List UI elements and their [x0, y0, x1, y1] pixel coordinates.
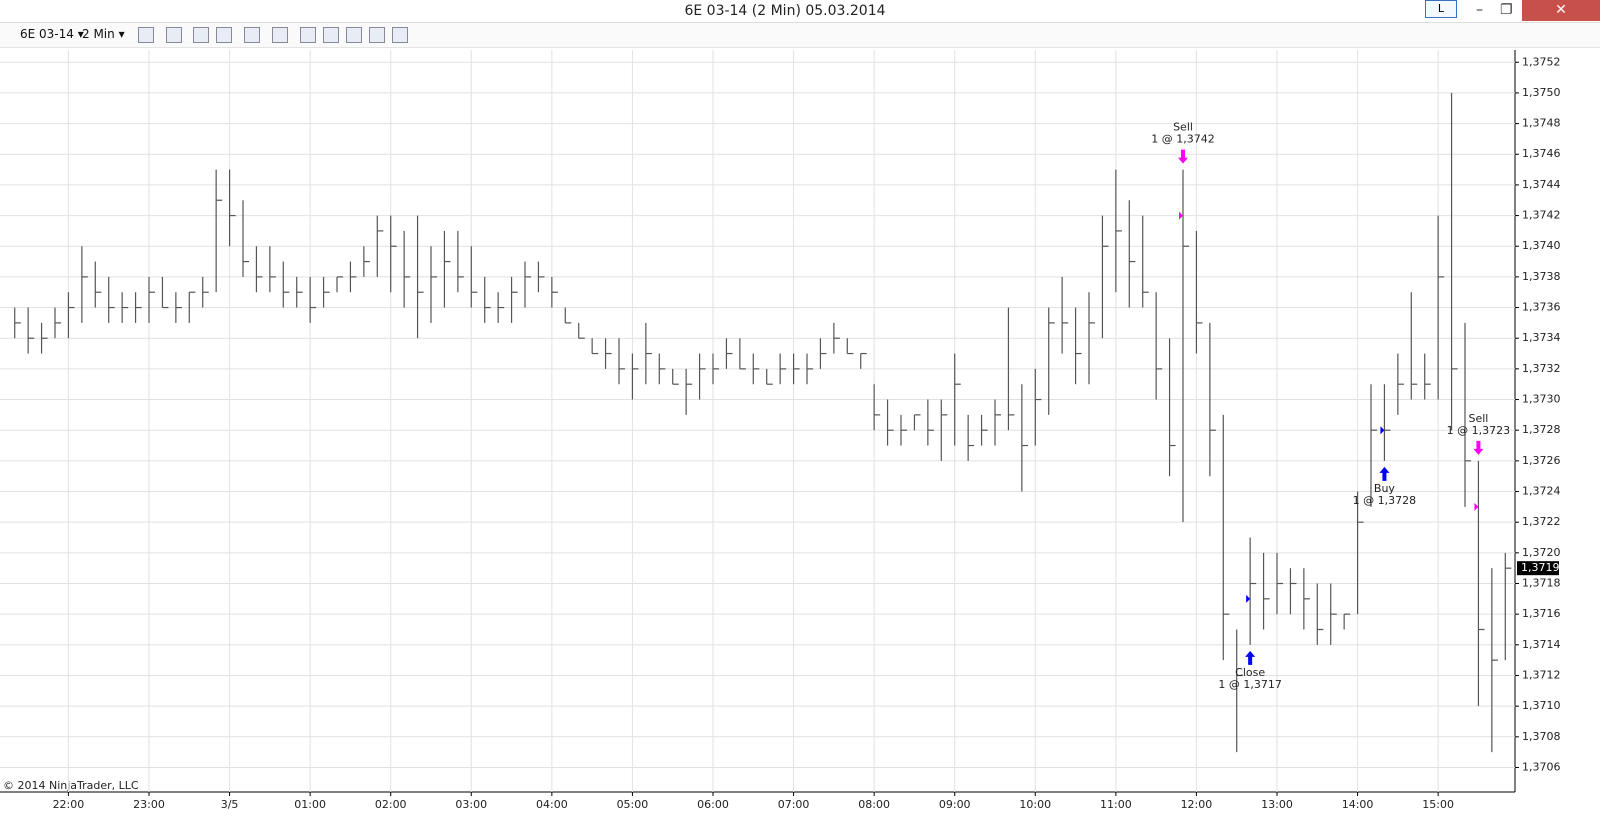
- y-tick-label: 1,3722: [1522, 515, 1561, 528]
- y-tick-label: 1,3726: [1522, 454, 1561, 467]
- y-tick-label: 1,3744: [1522, 178, 1561, 191]
- interval: 2 Min: [82, 27, 115, 41]
- fill-marker: [1246, 594, 1251, 603]
- trade-arrow: [1178, 149, 1188, 164]
- data-box-button[interactable]: [272, 27, 288, 43]
- x-tick-label: 01:00: [294, 798, 326, 811]
- x-tick-label: 14:00: [1342, 798, 1374, 811]
- trade-label: Sell: [1468, 412, 1488, 425]
- y-tick-label: 1,3738: [1522, 270, 1561, 283]
- trade-arrow: [1379, 466, 1390, 481]
- x-tick-label: 12:00: [1181, 798, 1213, 811]
- y-tick-label: 1,3714: [1522, 638, 1561, 651]
- instrument: 6E 03-14: [20, 27, 74, 41]
- y-tick-label: 1,3724: [1522, 485, 1561, 498]
- y-tick-label: 1,3718: [1522, 577, 1561, 590]
- templates-button[interactable]: [369, 27, 385, 43]
- chart-style-button[interactable]: [138, 27, 154, 43]
- y-tick-label: 1,3752: [1522, 55, 1561, 68]
- restore-button[interactable]: ❐: [1500, 2, 1513, 18]
- x-tick-label: 13:00: [1261, 798, 1293, 811]
- y-tick-label: 1,3710: [1522, 699, 1561, 712]
- x-tick-label: 23:00: [133, 798, 165, 811]
- mode-button[interactable]: L: [1425, 0, 1457, 18]
- y-tick-label: 1,3740: [1522, 239, 1561, 252]
- crosshair-button[interactable]: [244, 27, 260, 43]
- title-bar: 6E 03-14 (2 Min) 05.03.2014 L – ❐ ✕: [0, 0, 1600, 23]
- x-tick-label: 08:00: [858, 798, 890, 811]
- y-tick-label: 1,3712: [1522, 668, 1561, 681]
- panels-button[interactable]: [392, 27, 408, 43]
- x-tick-label: 09:00: [939, 798, 971, 811]
- trade-text: 1 @ 1,3717: [1218, 678, 1281, 691]
- fill-marker: [1474, 502, 1479, 511]
- copyright: © 2014 NinjaTrader, LLC: [3, 779, 139, 792]
- y-tick-label: 1,3742: [1522, 209, 1561, 222]
- x-tick-label: 07:00: [778, 798, 810, 811]
- fill-marker: [1380, 426, 1385, 435]
- trade-text: 1 @ 1,3723: [1447, 424, 1510, 437]
- last-price-tag: [1517, 561, 1559, 576]
- trade-text: 1 @ 1,3728: [1353, 494, 1416, 507]
- x-tick-label: 15:00: [1422, 798, 1454, 811]
- x-tick-label: 04:00: [536, 798, 568, 811]
- y-tick-label: 1,3716: [1522, 607, 1561, 620]
- y-tick-label: 1,3736: [1522, 301, 1561, 314]
- instrument-select[interactable]: 6E 03-14 ▾: [20, 27, 84, 41]
- y-tick-label: 1,3750: [1522, 86, 1561, 99]
- y-tick-label: 1,3746: [1522, 147, 1561, 160]
- properties-button[interactable]: [346, 27, 362, 43]
- trade-text: 1 @ 1,3742: [1151, 133, 1214, 146]
- draw-tool-button[interactable]: [166, 27, 182, 43]
- x-tick-label: 05:00: [617, 798, 649, 811]
- fill-marker: [1179, 211, 1183, 220]
- strategies-button[interactable]: [300, 27, 316, 43]
- x-tick-label: 22:00: [53, 798, 85, 811]
- y-tick-label: 1,3708: [1522, 730, 1561, 743]
- x-tick-label: 02:00: [375, 798, 407, 811]
- trade-label: Close: [1235, 666, 1265, 679]
- toolbar: 6E 03-14 ▾ 2 Min ▾: [0, 23, 1600, 48]
- x-tick-label: 11:00: [1100, 798, 1132, 811]
- x-tick-label: 10:00: [1019, 798, 1051, 811]
- trade-label: Buy: [1374, 482, 1396, 495]
- trade-arrow: [1473, 440, 1484, 455]
- y-tick-label: 1,3728: [1522, 423, 1561, 436]
- zoom-out-button[interactable]: [216, 27, 232, 43]
- close-button[interactable]: ✕: [1522, 0, 1600, 21]
- last-price-label: 1,3719: [1521, 561, 1560, 574]
- y-tick-label: 1,3748: [1522, 117, 1561, 130]
- y-tick-label: 1,3732: [1522, 362, 1561, 375]
- interval-select[interactable]: 2 Min ▾: [82, 27, 125, 41]
- y-tick-label: 1,3706: [1522, 760, 1561, 773]
- y-tick-label: 1,3730: [1522, 393, 1561, 406]
- trade-label: Sell: [1173, 121, 1193, 134]
- x-tick-label: 3/5: [221, 798, 239, 811]
- indicators-button[interactable]: [323, 27, 339, 43]
- y-tick-label: 1,3720: [1522, 546, 1561, 559]
- x-tick-label: 06:00: [697, 798, 729, 811]
- window-title: 6E 03-14 (2 Min) 05.03.2014: [684, 3, 886, 19]
- zoom-in-button[interactable]: [193, 27, 209, 43]
- minimize-button[interactable]: –: [1476, 2, 1483, 18]
- y-tick-label: 1,3734: [1522, 331, 1561, 344]
- x-tick-label: 03:00: [455, 798, 487, 811]
- trade-arrow: [1245, 650, 1256, 665]
